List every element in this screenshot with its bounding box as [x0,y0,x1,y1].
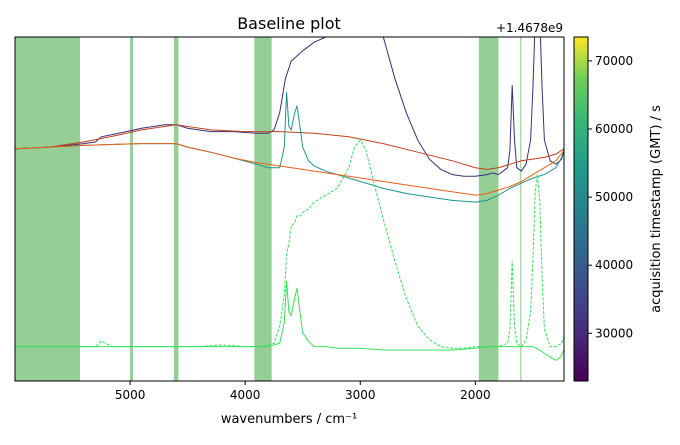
x-tick-label: 3000 [345,388,376,402]
colorbar [573,36,589,382]
shaded-ranges [15,37,522,381]
x-tick-label: 2000 [460,388,491,402]
x-axis-ticks: 5000 4000 3000 2000 [115,381,491,402]
colorbar-tick-label: 30000 [595,326,633,340]
colorbar-label: acquisition timestamp (GMT) / s [649,105,664,313]
shaded-range-1 [130,37,133,381]
x-tick-label: 5000 [115,388,146,402]
series-lines [15,37,564,362]
colorbar-tick-label: 50000 [595,190,633,204]
series-line-0 [15,37,564,177]
colorbar-tick-label: 60000 [595,122,633,136]
series-line-1 [15,124,564,170]
colorbar-tick-label: 40000 [595,258,633,272]
shaded-range-3 [254,37,272,381]
shaded-range-5 [520,37,522,381]
x-tick-label: 4000 [230,388,261,402]
series-line-3 [15,143,564,196]
offset-text: +1.4678e9 [496,21,563,35]
shaded-range-2 [173,37,179,381]
plot-frame [14,36,565,382]
series-line-5 [15,281,564,362]
x-axis-label: wavenumbers / cm⁻¹ [221,412,357,427]
shaded-range-0 [15,37,81,381]
chart-title: Baseline plot [237,14,341,33]
colorbar-tick-label: 70000 [595,54,633,68]
series-line-4 [15,139,564,349]
colorbar-ticks: 30000 40000 50000 60000 70000 [588,54,633,340]
shaded-range-4 [478,37,499,381]
